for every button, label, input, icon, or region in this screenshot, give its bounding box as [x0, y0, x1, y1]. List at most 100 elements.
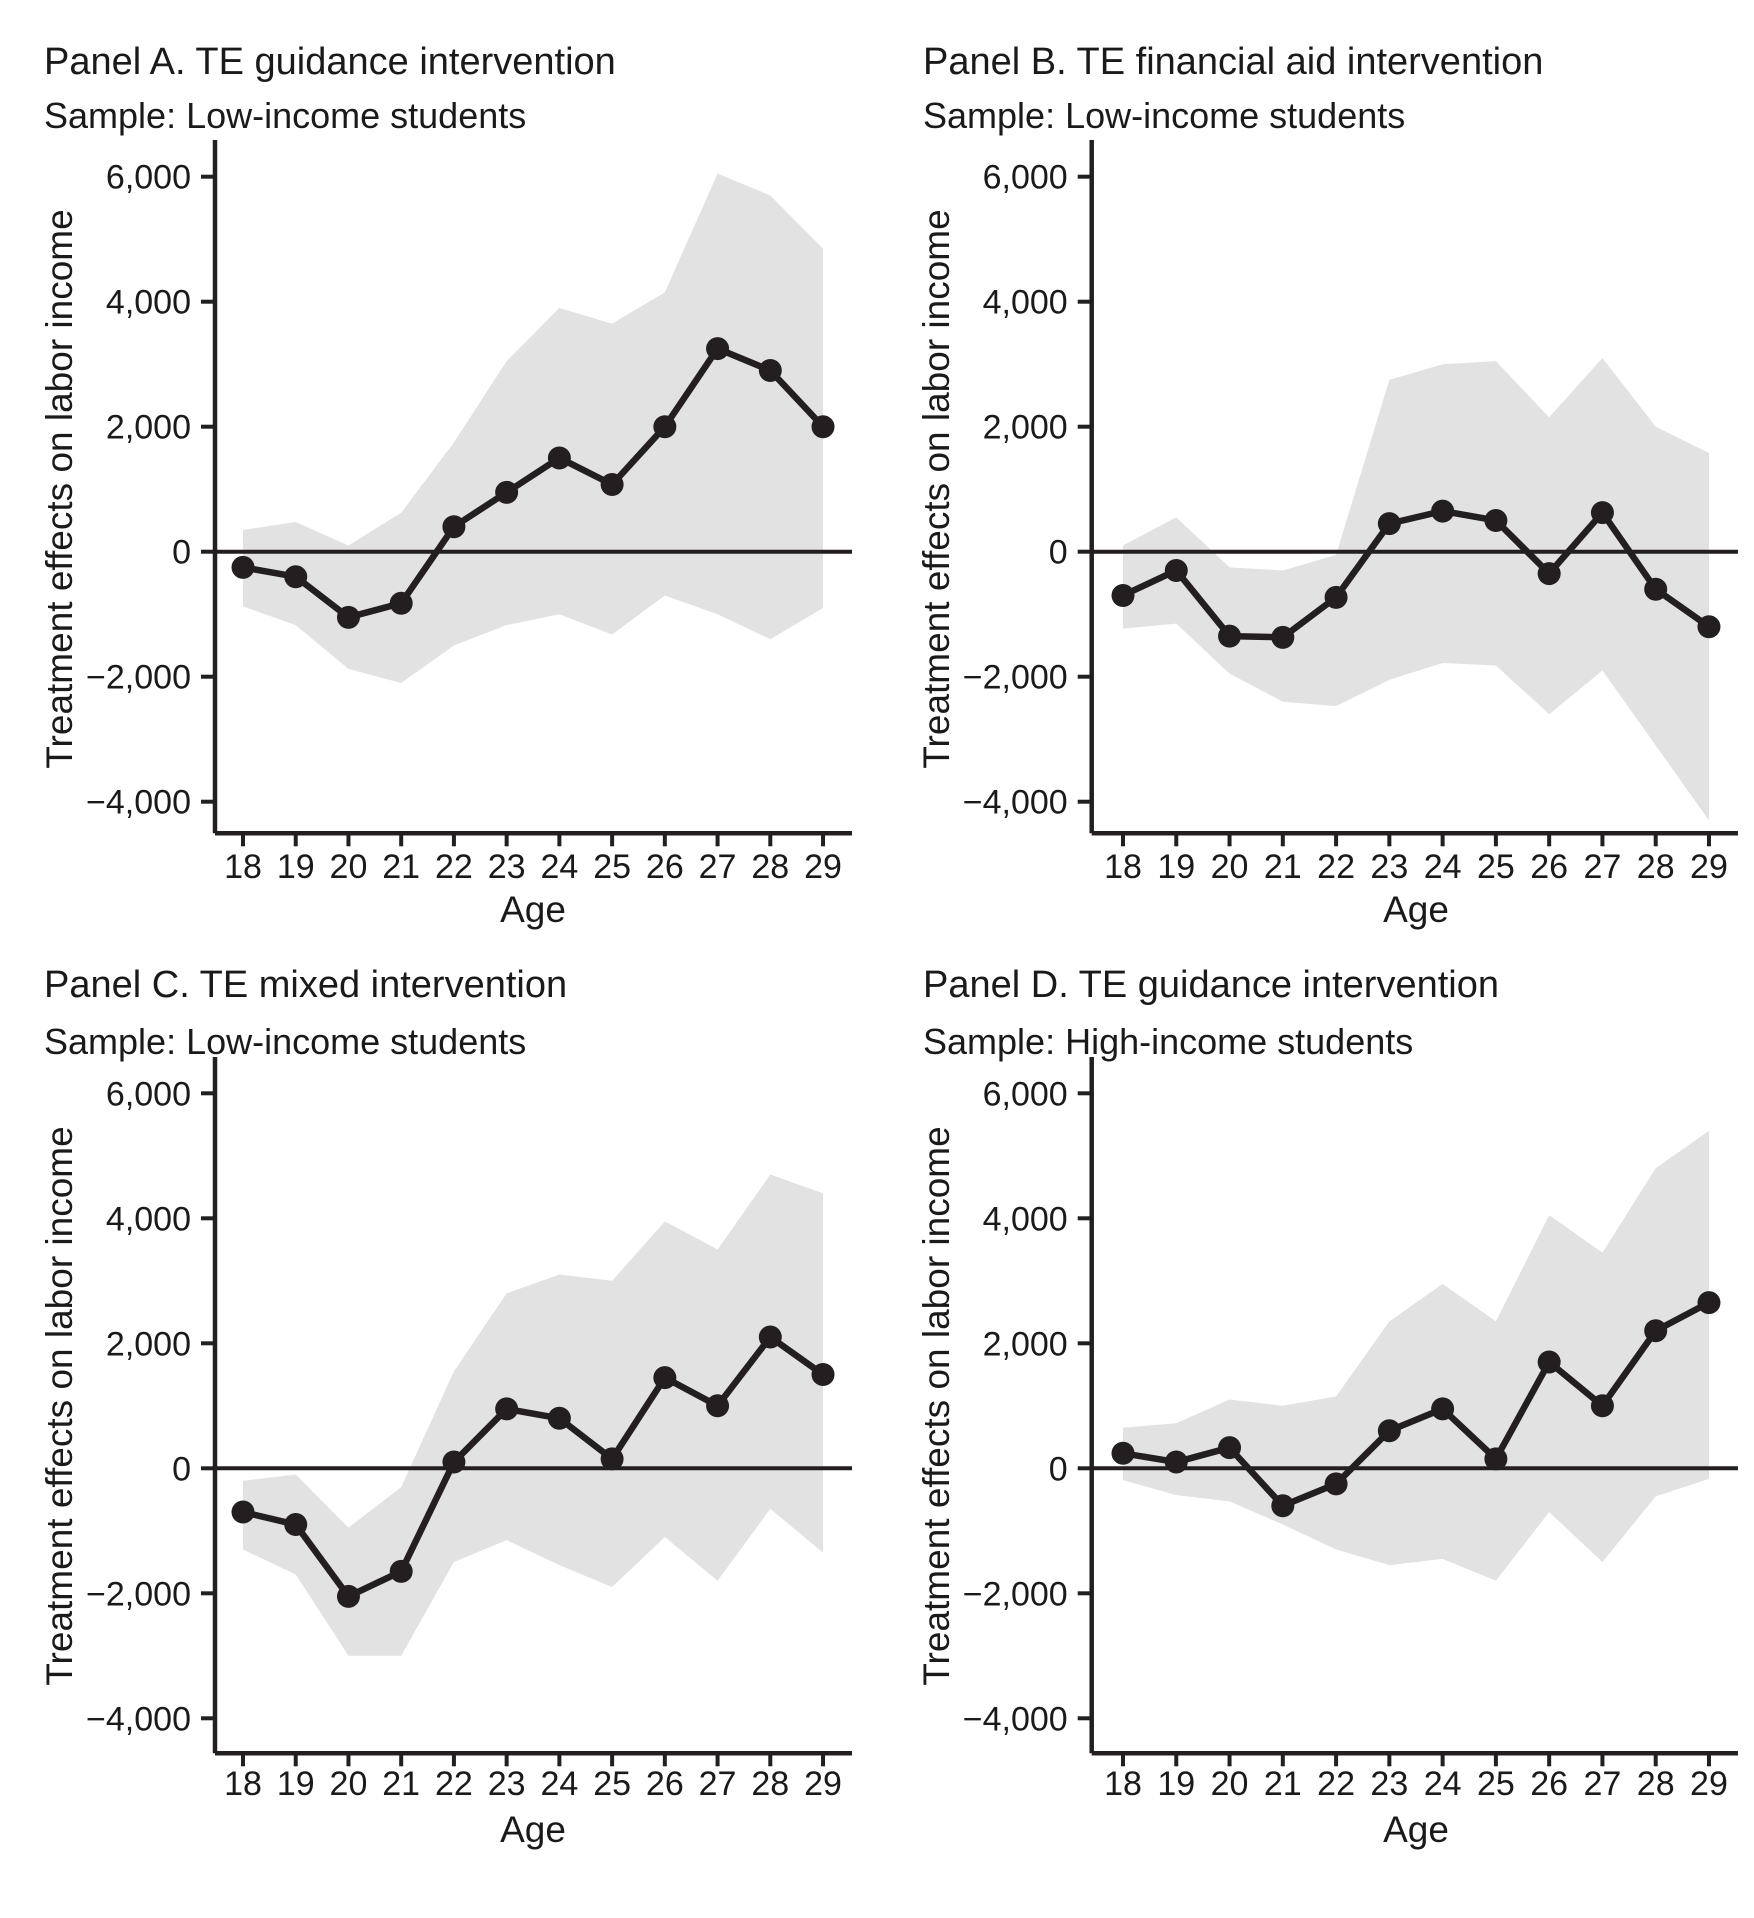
x-tick-label: 23 — [488, 848, 526, 886]
y-tick-label: −4,000 — [963, 1700, 1068, 1738]
panel-c: Panel C. TE mixed intervention Sample: L… — [39, 964, 853, 1850]
data-point-age-19 — [284, 1513, 308, 1537]
x-tick-label: 22 — [435, 1765, 473, 1803]
data-point-age-28 — [758, 358, 782, 382]
x-tick-label: 24 — [1424, 1765, 1462, 1803]
y-tick-label: 6,000 — [983, 1075, 1068, 1113]
data-point-age-27 — [1590, 501, 1614, 525]
panel-a-plot-area: 6,000 4,000 2,000 0 −2,000 −4,000 18 19 20 21 22 23… — [86, 140, 853, 886]
x-tick-label: 26 — [646, 1765, 684, 1803]
x-tick-label: 19 — [277, 1765, 315, 1803]
panel-b-subtitle: Sample: Low-income students — [923, 95, 1405, 136]
x-tick-label: 23 — [1370, 1765, 1408, 1803]
y-tick-label: 6,000 — [983, 159, 1068, 197]
data-point-age-23 — [1377, 1419, 1401, 1443]
x-tick-label: 20 — [330, 1765, 368, 1803]
data-point-age-22 — [1324, 585, 1348, 609]
x-tick-label: 25 — [1477, 1765, 1515, 1803]
panel-c-subtitle: Sample: Low-income students — [44, 1021, 526, 1062]
data-point-age-26 — [653, 415, 677, 439]
y-tick-label: −2,000 — [963, 1575, 1068, 1613]
data-point-age-19 — [1164, 558, 1188, 582]
data-point-age-29 — [1697, 1291, 1721, 1315]
data-point-age-21 — [389, 1559, 413, 1583]
data-point-age-29 — [1697, 615, 1721, 639]
panel-d-y-axis-label: Treatment effects on labor income — [916, 1126, 957, 1685]
x-tick-label: 22 — [435, 848, 473, 886]
data-point-age-24 — [1431, 499, 1455, 523]
data-point-age-29 — [811, 1363, 835, 1387]
x-tick-label: 18 — [1104, 1765, 1142, 1803]
data-point-age-27 — [706, 1394, 730, 1418]
x-tick-label: 28 — [1637, 1765, 1675, 1803]
data-point-age-23 — [1377, 512, 1401, 536]
data-point-age-18 — [1111, 583, 1135, 607]
data-point-age-22 — [442, 1450, 466, 1474]
x-tick-label: 19 — [277, 848, 315, 886]
x-tick-label: 29 — [1690, 848, 1728, 886]
panel-d-plot-area: 6,000 4,000 2,000 0 −2,000 −4,000 18 19 20 21 22 23… — [963, 1057, 1738, 1803]
x-tick-label: 21 — [382, 848, 420, 886]
x-tick-label: 24 — [540, 848, 578, 886]
data-point-age-29 — [811, 415, 835, 439]
panel-d: Panel D. TE guidance intervention Sample… — [916, 964, 1738, 1850]
data-point-age-27 — [1590, 1394, 1614, 1418]
y-tick-label: 4,000 — [983, 1200, 1068, 1238]
x-tick-label: 23 — [1370, 848, 1408, 886]
x-tick-label: 26 — [1530, 848, 1568, 886]
data-point-age-25 — [600, 473, 624, 497]
x-tick-label: 29 — [1690, 1765, 1728, 1803]
data-point-age-26 — [1537, 1350, 1561, 1374]
data-point-age-25 — [1484, 1447, 1508, 1471]
panel-d-title: Panel D. TE guidance intervention — [923, 964, 1499, 1006]
data-point-age-28 — [1644, 1319, 1668, 1343]
panel-b: Panel B. TE financial aid intervention S… — [916, 41, 1738, 930]
data-point-age-28 — [1644, 577, 1668, 601]
panel-b-title: Panel B. TE financial aid intervention — [923, 41, 1543, 83]
x-tick-label: 24 — [540, 1765, 578, 1803]
trend-line — [1121, 507, 1711, 641]
y-tick-label: −2,000 — [963, 659, 1068, 697]
x-tick-label: 23 — [488, 1765, 526, 1803]
y-tick-label: −2,000 — [86, 659, 191, 697]
x-tick-label: 22 — [1317, 1765, 1355, 1803]
data-point-age-25 — [600, 1447, 624, 1471]
x-tick-label: 25 — [1477, 848, 1515, 886]
data-point-age-21 — [389, 591, 413, 615]
confidence-band — [1123, 1130, 1709, 1581]
panel-d-x-axis-label: Age — [1383, 1809, 1449, 1850]
x-tick-label: 19 — [1157, 1765, 1195, 1803]
x-tick-label: 18 — [1104, 848, 1142, 886]
panel-a-title: Panel A. TE guidance intervention — [44, 41, 616, 83]
data-point-age-24 — [547, 446, 571, 470]
data-point-age-28 — [758, 1325, 782, 1349]
x-tick-label: 25 — [593, 1765, 631, 1803]
x-tick-label: 18 — [224, 1765, 262, 1803]
confidence-band — [1123, 357, 1709, 821]
data-point-age-20 — [1218, 624, 1242, 648]
x-tick-label: 29 — [804, 1765, 842, 1803]
y-tick-label: 0 — [1049, 534, 1068, 572]
data-point-age-18 — [231, 555, 255, 579]
y-tick-label: 2,000 — [983, 1325, 1068, 1363]
data-point-age-23 — [495, 480, 519, 504]
x-tick-label: 28 — [751, 1765, 789, 1803]
panel-a-subtitle: Sample: Low-income students — [44, 95, 526, 136]
panel-a: Panel A. TE guidance intervention Sample… — [39, 41, 853, 930]
data-point-age-27 — [706, 337, 730, 361]
y-tick-label: 0 — [172, 1450, 191, 1488]
x-tick-label: 26 — [1530, 1765, 1568, 1803]
x-tick-label: 21 — [1264, 848, 1302, 886]
y-tick-label: 0 — [1049, 1450, 1068, 1488]
data-point-age-20 — [336, 1584, 360, 1608]
data-point-age-24 — [1431, 1397, 1455, 1421]
data-point-age-23 — [495, 1397, 519, 1421]
y-tick-label: 2,000 — [106, 409, 191, 447]
y-tick-label: −4,000 — [86, 1700, 191, 1738]
y-tick-label: −4,000 — [963, 784, 1068, 822]
x-tick-label: 24 — [1424, 848, 1462, 886]
x-tick-label: 26 — [646, 848, 684, 886]
x-tick-label: 19 — [1157, 848, 1195, 886]
